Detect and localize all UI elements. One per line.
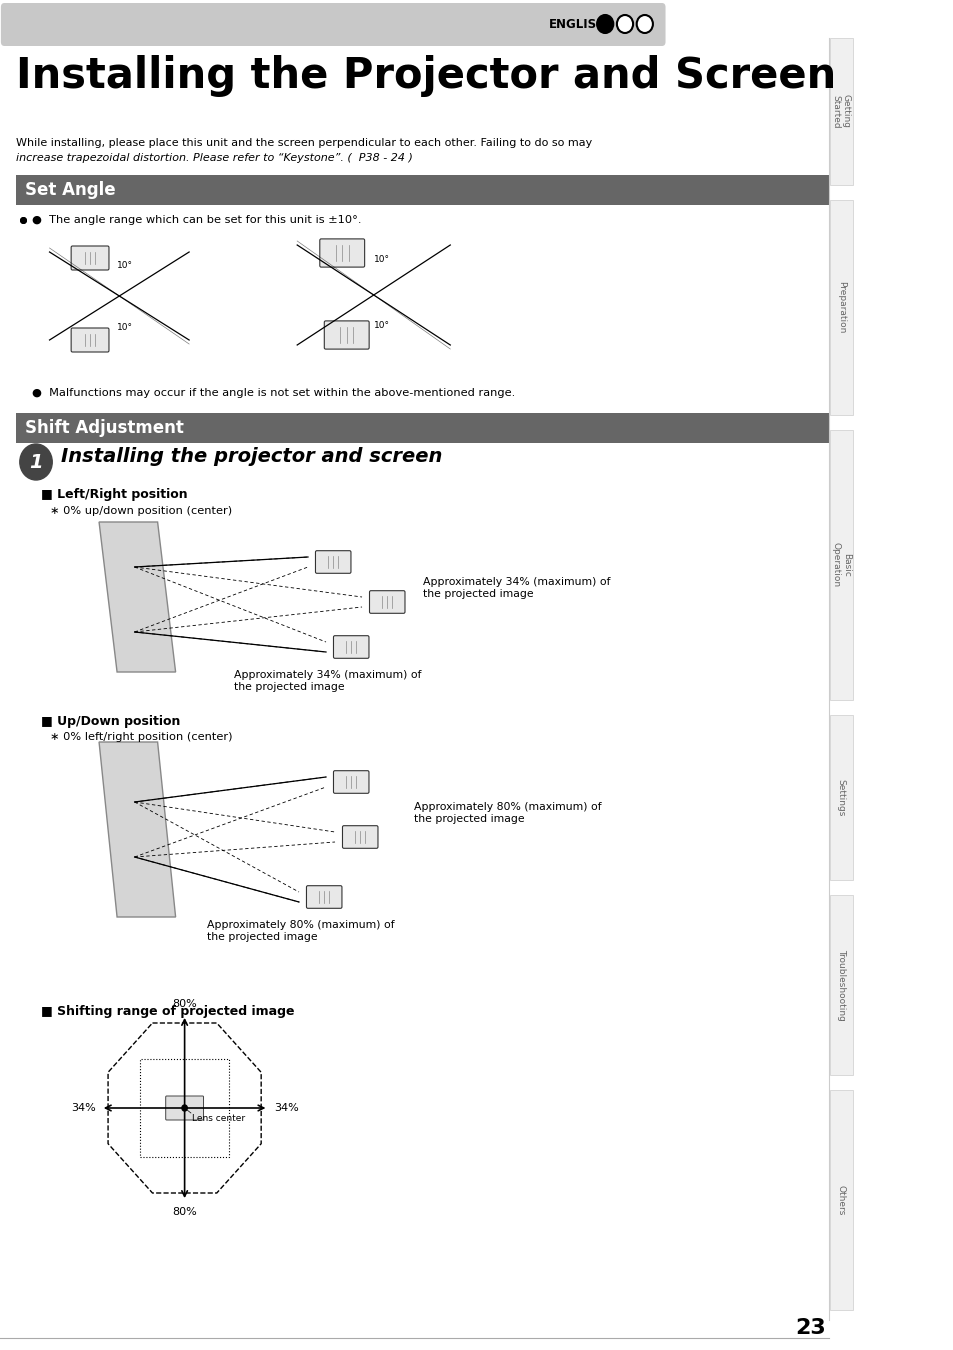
Text: Shift Adjustment: Shift Adjustment — [25, 418, 184, 437]
Text: While installing, please place this unit and the screen perpendicular to each ot: While installing, please place this unit… — [16, 138, 592, 148]
Text: ENGLISH: ENGLISH — [549, 18, 607, 31]
Text: ■ Up/Down position: ■ Up/Down position — [40, 716, 180, 728]
Text: Installing the projector and screen: Installing the projector and screen — [61, 447, 442, 467]
FancyBboxPatch shape — [306, 886, 341, 909]
Bar — [140, 1058, 229, 1157]
Text: Set Angle: Set Angle — [25, 181, 115, 198]
Polygon shape — [99, 522, 175, 672]
Text: increase trapezoidal distortion. Please refer to “Keystone”. (  P38 - 24 ): increase trapezoidal distortion. Please … — [16, 153, 413, 163]
Text: Troubleshooting: Troubleshooting — [836, 949, 844, 1021]
Text: Settings: Settings — [836, 779, 844, 817]
Text: 10°: 10° — [117, 261, 132, 270]
Circle shape — [597, 15, 613, 32]
Text: 23: 23 — [794, 1318, 825, 1338]
Text: 10°: 10° — [117, 324, 132, 332]
FancyBboxPatch shape — [334, 636, 369, 659]
Text: 80%: 80% — [172, 999, 196, 1008]
Text: 34%: 34% — [274, 1103, 298, 1112]
FancyBboxPatch shape — [369, 591, 405, 613]
Bar — [16, 176, 827, 205]
Bar — [16, 413, 827, 443]
Bar — [829, 1089, 852, 1310]
Circle shape — [182, 1106, 187, 1111]
Text: ■ Left/Right position: ■ Left/Right position — [40, 487, 187, 501]
FancyBboxPatch shape — [1, 3, 665, 46]
Bar — [829, 895, 852, 1075]
FancyBboxPatch shape — [166, 1096, 203, 1120]
Text: Preparation: Preparation — [836, 281, 844, 333]
FancyBboxPatch shape — [71, 246, 109, 270]
Bar — [829, 431, 852, 701]
FancyBboxPatch shape — [342, 826, 377, 848]
Text: Approximately 80% (maximum) of
the projected image: Approximately 80% (maximum) of the proje… — [414, 802, 601, 824]
Bar — [829, 200, 852, 414]
Text: ●  Malfunctions may occur if the angle is not set within the above-mentioned ran: ● Malfunctions may occur if the angle is… — [31, 387, 515, 398]
Polygon shape — [108, 1023, 261, 1193]
Text: 34%: 34% — [71, 1103, 95, 1112]
Circle shape — [636, 15, 652, 32]
Text: Others: Others — [836, 1185, 844, 1215]
Text: 10°: 10° — [374, 321, 390, 331]
Circle shape — [20, 444, 52, 481]
Text: Lens center: Lens center — [192, 1114, 245, 1123]
Text: Installing the Projector and Screen: Installing the Projector and Screen — [16, 55, 836, 97]
Text: Getting
Started: Getting Started — [831, 95, 850, 128]
Bar — [829, 716, 852, 880]
Text: Approximately 34% (maximum) of
the projected image: Approximately 34% (maximum) of the proje… — [233, 670, 421, 691]
Text: ●  The angle range which can be set for this unit is ±10°.: ● The angle range which can be set for t… — [31, 215, 360, 225]
Text: Approximately 34% (maximum) of
the projected image: Approximately 34% (maximum) of the proje… — [423, 576, 610, 598]
Text: ∗ 0% left/right position (center): ∗ 0% left/right position (center) — [50, 732, 232, 742]
Polygon shape — [99, 743, 175, 917]
Text: 10°: 10° — [374, 255, 390, 265]
Circle shape — [617, 15, 633, 32]
FancyBboxPatch shape — [324, 321, 369, 350]
Text: Approximately 80% (maximum) of
the projected image: Approximately 80% (maximum) of the proje… — [207, 919, 395, 941]
FancyBboxPatch shape — [71, 328, 109, 352]
Bar — [829, 38, 852, 185]
FancyBboxPatch shape — [319, 239, 364, 267]
Text: ∗ 0% up/down position (center): ∗ 0% up/down position (center) — [50, 506, 232, 516]
Text: Basic
Operation: Basic Operation — [831, 543, 850, 587]
FancyBboxPatch shape — [334, 771, 369, 794]
Text: 80%: 80% — [172, 1207, 196, 1216]
FancyBboxPatch shape — [315, 551, 351, 574]
Text: ■ Shifting range of projected image: ■ Shifting range of projected image — [40, 1004, 294, 1018]
Text: 1: 1 — [30, 452, 43, 471]
